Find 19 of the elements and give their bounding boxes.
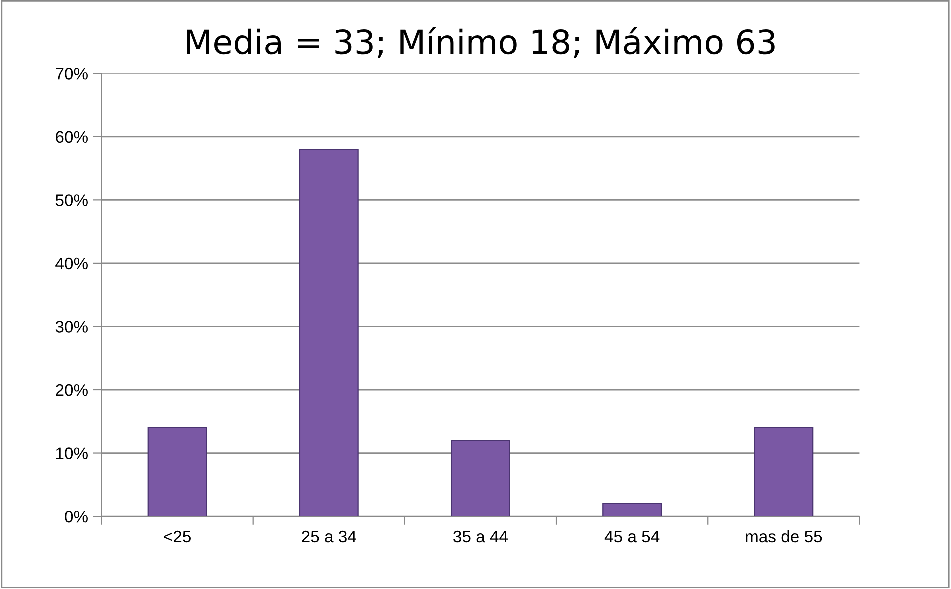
x-tick-label: <25 [164,530,191,543]
bar [148,427,208,517]
bar [450,440,510,517]
bar [754,427,814,517]
y-tick-label: 60% [56,131,88,144]
bar [299,149,359,517]
y-tick-label: 50% [56,194,88,206]
y-tick-label: 10% [56,448,88,460]
y-tick-label: 30% [56,321,88,333]
x-tick-label: mas de 55 [746,530,822,543]
x-tick-label: 25 a 34 [302,530,356,543]
x-tick-label: 45 a 54 [604,531,660,543]
chart-title: Media = 33; Mínimo 18; Máximo 63 [187,28,775,58]
y-tick-label: 40% [56,258,88,270]
y-tick-label: 20% [56,384,88,396]
y-tick-label: 0% [65,510,88,523]
x-tick-label: 35 a 44 [454,530,508,543]
y-tick-label: 70% [56,68,88,80]
bar [602,503,662,517]
